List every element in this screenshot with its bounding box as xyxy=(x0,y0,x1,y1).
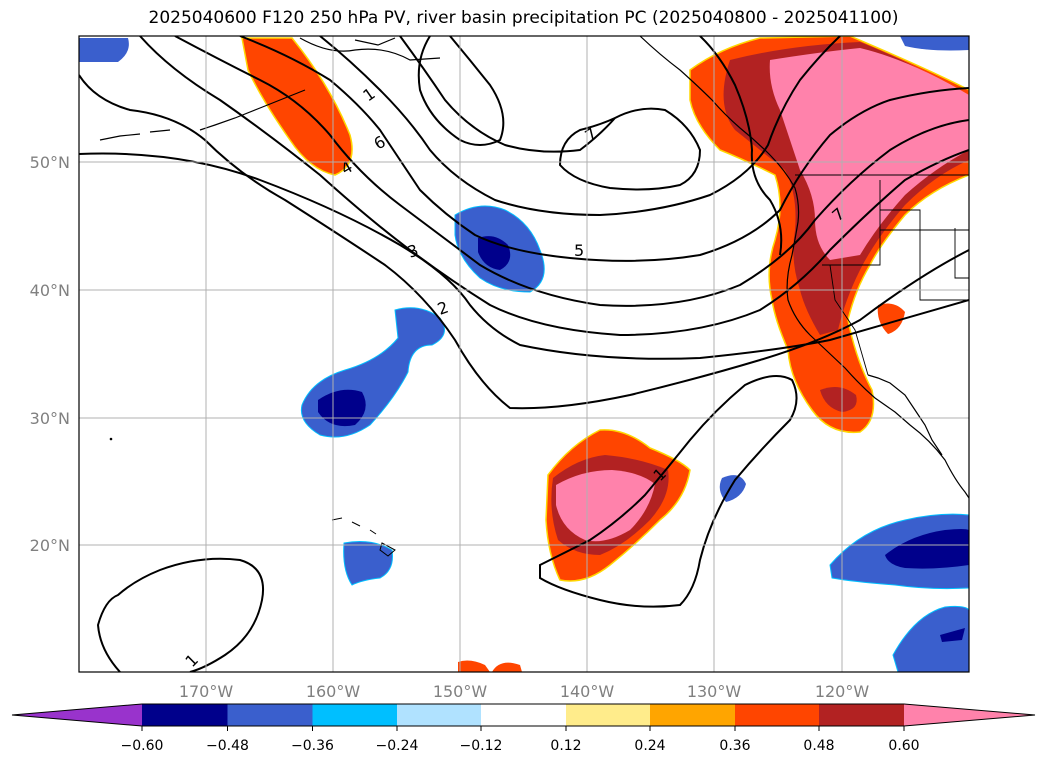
colorbar-segment xyxy=(227,704,313,726)
lat-label-50: 50°N xyxy=(30,153,70,172)
lat-label-40: 40°N xyxy=(30,281,70,300)
pv-contours xyxy=(79,36,969,672)
lat-label-30: 30°N xyxy=(30,409,70,428)
lon-label-160w: 160°W xyxy=(306,682,361,701)
contour-label-5: 5 xyxy=(574,241,584,260)
coastlines xyxy=(99,36,969,499)
colorbar-tick-label: −0.24 xyxy=(376,738,419,754)
lat-label-20: 20°N xyxy=(30,536,70,555)
lon-label-150w: 150°W xyxy=(433,682,488,701)
colorbar: −0.60 −0.48 −0.36 −0.24 −0.12 0.12 0.24 … xyxy=(11,703,1036,754)
colorbar-tick-label: 0.36 xyxy=(719,738,750,754)
colorbar-tick-label: −0.12 xyxy=(460,738,503,754)
colorbar-segment xyxy=(566,704,650,726)
lon-label-130w: 130°W xyxy=(687,682,742,701)
colorbar-tick-label: −0.36 xyxy=(291,738,334,754)
colorbar-segment xyxy=(312,704,397,726)
colorbar-segment xyxy=(142,704,228,726)
graticule xyxy=(79,36,969,672)
colorbar-extend-high xyxy=(904,704,1035,726)
map-frame xyxy=(78,35,970,673)
lon-label-120w: 120°W xyxy=(815,682,870,701)
colorbar-tick-label: 0.60 xyxy=(888,738,919,754)
lon-label-140w: 140°W xyxy=(560,682,615,701)
colorbar-tick-label: 0.12 xyxy=(550,738,581,754)
lon-label-170w: 170°W xyxy=(179,682,234,701)
colorbar-tick-label: −0.48 xyxy=(206,738,249,754)
colorbar-extend-low xyxy=(12,704,142,726)
colorbar-segment xyxy=(481,704,566,726)
latitude-labels: 50°N 40°N 30°N 20°N xyxy=(30,153,70,555)
longitude-labels: 170°W 160°W 150°W 140°W 130°W 120°W xyxy=(179,682,870,701)
colorbar-segment xyxy=(735,704,819,726)
map-title: 2025040600 F120 250 hPa PV, river basin … xyxy=(148,8,899,28)
political-borders xyxy=(795,174,969,376)
colorbar-segment xyxy=(650,704,735,726)
colorbar-tick-label: −0.60 xyxy=(121,738,164,754)
colorbar-segment xyxy=(397,704,481,726)
colorbar-tick-label: 0.24 xyxy=(634,738,665,754)
islands xyxy=(109,437,396,557)
negative-anomaly-regions xyxy=(79,36,969,672)
colorbar-tick-label: 0.48 xyxy=(803,738,834,754)
colorbar-segment xyxy=(819,704,904,726)
